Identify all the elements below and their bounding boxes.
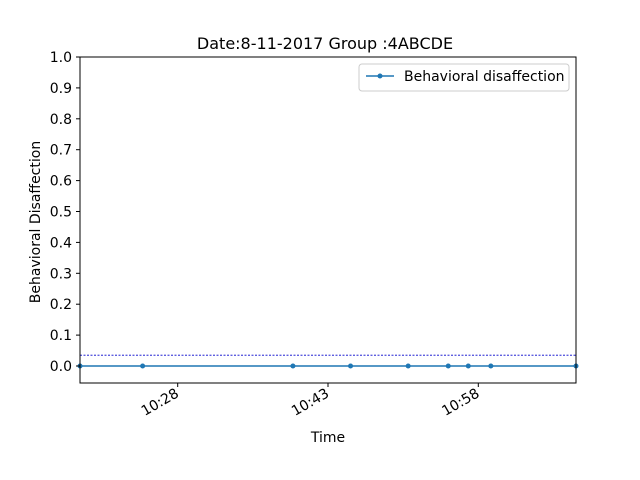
legend-entry-label: Behavioral disaffection — [404, 69, 565, 85]
y-axis-label: Behavioral Disaffection — [28, 141, 44, 303]
data-point — [348, 363, 354, 369]
data-point — [465, 363, 471, 369]
y-axis-ticks: 0.0 0.1 0.2 0.3 0.4 0.5 0.6 0.7 0.8 0.9 1.0 — [50, 50, 80, 375]
data-point — [445, 363, 451, 369]
legend: Behavioral disaffection — [358, 63, 570, 92]
data-point — [140, 363, 146, 369]
y-tick-label: 0.4 — [50, 235, 72, 251]
y-tick-label: 0.1 — [50, 328, 72, 344]
data-point — [488, 363, 494, 369]
data-point — [290, 363, 296, 369]
chart-title: Date:8-11-2017 Group :4ABCDE — [197, 34, 453, 53]
y-tick-label: 0.6 — [50, 174, 72, 190]
legend-marker-swatch — [377, 73, 383, 79]
y-tick-label: 0.0 — [50, 359, 72, 375]
x-axis-label: Time — [310, 430, 345, 446]
y-tick-label: 0.9 — [50, 81, 72, 97]
data-point — [405, 363, 411, 369]
y-tick-label: 0.2 — [50, 297, 72, 313]
y-tick-label: 0.7 — [50, 143, 72, 159]
y-tick-label: 0.5 — [50, 205, 72, 221]
legend-box — [358, 63, 570, 92]
y-tick-label: 0.8 — [50, 112, 72, 128]
y-tick-label: 1.0 — [50, 50, 72, 66]
y-tick-label: 0.3 — [50, 266, 72, 282]
